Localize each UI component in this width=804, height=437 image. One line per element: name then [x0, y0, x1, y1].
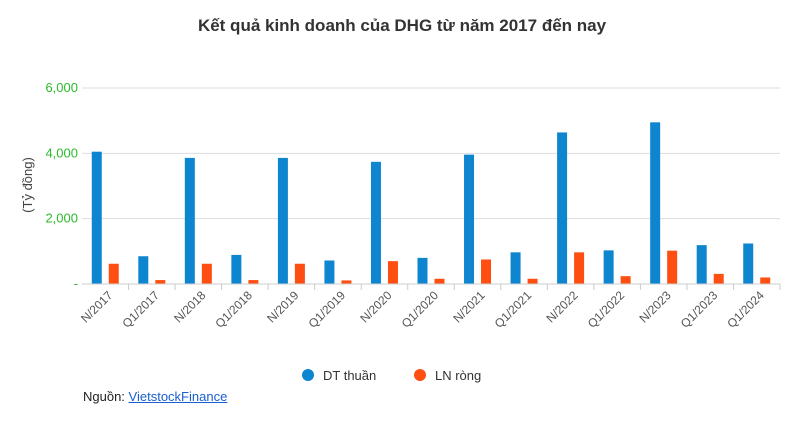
x-tick-label: N/2018 [171, 288, 208, 325]
x-tick-label: Q1/2023 [678, 288, 721, 331]
bar-ln-rong[interactable] [294, 263, 305, 284]
bar-dt-thuan[interactable] [557, 132, 568, 284]
bar-dt-thuan[interactable] [138, 256, 149, 284]
legend-marker [302, 369, 314, 381]
bars [82, 122, 781, 290]
x-tick-label: Q1/2022 [585, 288, 628, 331]
bar-ln-rong[interactable] [108, 263, 119, 284]
bar-dt-thuan[interactable] [603, 250, 614, 284]
bar-ln-rong[interactable] [527, 278, 538, 284]
x-tick-label: N/2017 [78, 288, 115, 325]
x-tick-label: Q1/2021 [492, 288, 535, 331]
bar-dt-thuan[interactable] [370, 161, 381, 284]
y-axis-ticks: - 2,000 4,000 6,000 [45, 80, 78, 291]
legend-label: DT thuần [323, 368, 376, 383]
bar-dt-thuan[interactable] [277, 157, 288, 284]
source-note: Nguồn: VietstockFinance [83, 389, 227, 404]
bar-dt-thuan[interactable] [231, 254, 242, 284]
source-link[interactable]: VietstockFinance [128, 389, 228, 404]
bar-ln-rong[interactable] [574, 252, 585, 284]
bar-ln-rong[interactable] [434, 278, 445, 284]
y-tick-label: 2,000 [45, 211, 78, 226]
x-tick-label: N/2021 [450, 288, 487, 325]
bar-ln-rong[interactable] [481, 259, 492, 285]
bar-ln-rong[interactable] [620, 276, 631, 284]
bar-ln-rong[interactable] [667, 250, 678, 284]
legend-item-dt-thuan[interactable]: DT thuần [302, 368, 376, 383]
bar-dt-thuan[interactable] [743, 243, 754, 284]
bar-ln-rong[interactable] [155, 280, 166, 284]
x-tick-label: N/2020 [357, 288, 394, 325]
bar-dt-thuan[interactable] [324, 260, 335, 284]
bar-ln-rong[interactable] [387, 261, 398, 284]
y-axis-label: (Tỷ đồng) [20, 157, 35, 213]
x-axis-ticks: N/2017 Q1/2017 N/2018 Q1/2018 N/2019 Q1/2019 N… [78, 288, 767, 331]
x-tick-label: Q1/2024 [724, 288, 767, 331]
x-tick-label: Q1/2017 [119, 288, 162, 331]
bar-ln-rong[interactable] [760, 277, 771, 284]
source-label: Nguồn: [83, 389, 125, 404]
legend-item-ln-rong[interactable]: LN ròng [414, 368, 481, 383]
bar-dt-thuan[interactable] [417, 257, 428, 284]
bar-dt-thuan[interactable] [650, 122, 661, 284]
legend-marker [414, 369, 426, 381]
y-tick-label: - [74, 276, 78, 291]
y-tick-label: 4,000 [45, 145, 78, 160]
bar-dt-thuan[interactable] [510, 252, 521, 284]
legend: DT thuần LN ròng [302, 368, 481, 383]
bar-dt-thuan[interactable] [464, 154, 475, 284]
x-tick-label: Q1/2019 [306, 288, 349, 331]
bar-dt-thuan[interactable] [696, 245, 707, 284]
bar-ln-rong[interactable] [341, 280, 352, 284]
bar-dt-thuan[interactable] [91, 151, 102, 284]
x-tick-label: N/2019 [264, 288, 301, 325]
x-tick-label: Q1/2020 [399, 288, 442, 331]
chart-title: Kết quả kinh doanh của DHG từ năm 2017 đ… [197, 16, 607, 35]
y-tick-label: 6,000 [45, 80, 78, 95]
x-tick-label: N/2023 [637, 288, 674, 325]
bar-ln-rong[interactable] [201, 263, 212, 284]
bar-dt-thuan[interactable] [184, 157, 195, 284]
bar-ln-rong[interactable] [248, 280, 259, 284]
x-tick-label: Q1/2018 [213, 288, 256, 331]
bar-ln-rong[interactable] [713, 273, 724, 284]
x-tick-label: N/2022 [543, 288, 580, 325]
legend-label: LN ròng [435, 368, 481, 383]
